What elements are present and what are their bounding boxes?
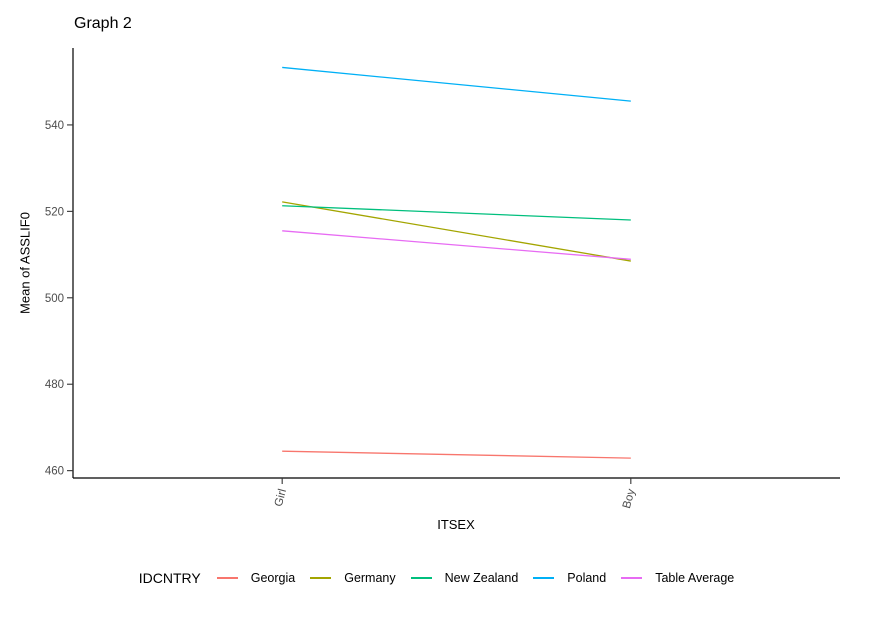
x-tick-label: Boy — [621, 487, 638, 509]
legend-label: Germany — [344, 571, 396, 585]
legend-label: New Zealand — [444, 571, 519, 585]
x-axis-title: ITSEX — [437, 517, 475, 532]
legend-label: Poland — [567, 571, 607, 585]
series-line-georgia — [282, 450, 631, 459]
legend-item-new-zealand: New Zealand — [410, 571, 519, 585]
legend-item-germany: Germany — [310, 571, 396, 585]
series-line-new-zealand — [282, 205, 631, 221]
legend-key-line — [621, 577, 643, 579]
legend-key-line — [310, 577, 332, 579]
series-line-germany — [282, 201, 631, 262]
legend-key-line — [216, 577, 238, 579]
legend-title: IDCNTRY — [138, 570, 201, 586]
series-line-table-average — [282, 230, 631, 260]
series-line-poland — [282, 66, 631, 102]
y-tick-label: 520 — [45, 206, 64, 218]
legend-item-table-average: Table Average — [621, 571, 734, 585]
legend-item-georgia: Georgia — [216, 571, 296, 585]
x-tick-label: Girl — [273, 488, 289, 508]
chart-title: Graph 2 — [74, 15, 132, 32]
y-tick-label: 480 — [45, 379, 64, 391]
y-tick-label: 540 — [45, 120, 64, 132]
legend-label: Georgia — [250, 571, 296, 585]
legend-item-poland: Poland — [533, 571, 606, 585]
line-chart-plot: 460 480 500 520 540 Girl Boy — [45, 48, 840, 510]
legend-key-line — [410, 577, 432, 579]
legend-key-line — [533, 577, 555, 579]
y-axis-title: Mean of ASSLIF0 — [17, 212, 33, 314]
chart-legend: IDCNTRY Georgia Germany New Zealand Poland T… — [0, 566, 873, 590]
y-tick-label: 460 — [45, 466, 64, 478]
legend-label: Table Average — [655, 571, 735, 585]
y-tick-label: 500 — [45, 293, 64, 305]
